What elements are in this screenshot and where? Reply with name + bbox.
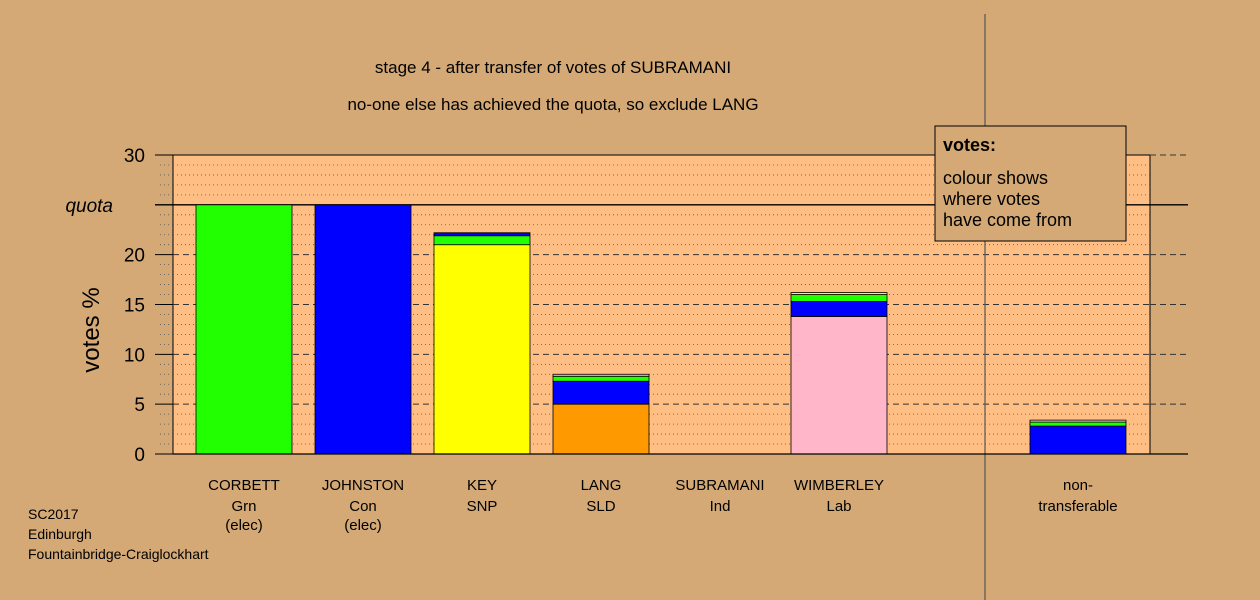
candidate-party: Con	[349, 498, 377, 515]
y-tick-label: 20	[124, 246, 145, 267]
nontransferable-label-2: transferable	[1038, 498, 1117, 515]
legend-line: where votes	[942, 189, 1040, 209]
candidate-name: SUBRAMANI	[675, 477, 764, 494]
bar-wimberley-segment-0	[790, 316, 888, 455]
candidate-name: CORBETT	[208, 477, 280, 494]
chart-title: stage 4 - after transfer of votes of SUB…	[375, 58, 731, 77]
bar-key-segment-0	[433, 244, 531, 455]
y-tick-label: 0	[134, 445, 145, 466]
bar-lang-segment-1	[552, 380, 650, 405]
nontransferable-label-1: non-	[1063, 477, 1093, 494]
candidate-name: JOHNSTON	[322, 477, 404, 494]
y-tick-label: 30	[124, 146, 145, 167]
candidate-name: WIMBERLEY	[794, 477, 884, 494]
bar-nontransferable-segment-1	[1029, 421, 1127, 427]
candidate-name: LANG	[581, 477, 622, 494]
bar-key-segment-2	[433, 232, 531, 237]
candidate-party: SLD	[586, 498, 615, 515]
bar-nontransferable-segment-2	[1029, 419, 1127, 423]
y-tick-label: 5	[134, 395, 145, 416]
candidate-name: KEY	[467, 477, 497, 494]
bar-wimberley-segment-3	[790, 292, 888, 295]
legend-line: colour shows	[943, 168, 1048, 188]
candidate-status: (elec)	[225, 517, 263, 534]
bar-wimberley-segment-2	[790, 294, 888, 302]
legend-line: have come from	[943, 210, 1072, 230]
chart-subtitle: no-one else has achieved the quota, so e…	[347, 95, 758, 114]
bar-lang-segment-2	[552, 375, 650, 382]
bar-johnston-segment-0	[314, 204, 412, 455]
bar-corbett-segment-0	[195, 204, 293, 455]
candidate-party: Lab	[826, 498, 851, 515]
legend-title: votes:	[943, 135, 996, 155]
candidate-party: Grn	[231, 498, 256, 515]
quota-label: quota	[65, 196, 113, 217]
bar-lang-segment-0	[552, 403, 650, 455]
bar-nontransferable-segment-0	[1029, 425, 1127, 455]
footer-line-3: Fountainbridge-Craiglockhart	[28, 546, 209, 562]
bar-wimberley-segment-1	[790, 301, 888, 317]
footer-line-2: Edinburgh	[28, 526, 92, 542]
bar-key-segment-1	[433, 235, 531, 246]
y-tick-label: 10	[124, 345, 145, 366]
legend-box	[934, 125, 1127, 242]
footer-line-1: SC2017	[28, 506, 79, 522]
candidate-status: (elec)	[344, 517, 382, 534]
bar-lang-segment-3	[552, 373, 650, 377]
y-tick-label: 15	[124, 296, 145, 317]
candidate-party: SNP	[467, 498, 498, 515]
y-axis-label: votes %	[78, 287, 105, 372]
candidate-party: Ind	[710, 498, 731, 515]
